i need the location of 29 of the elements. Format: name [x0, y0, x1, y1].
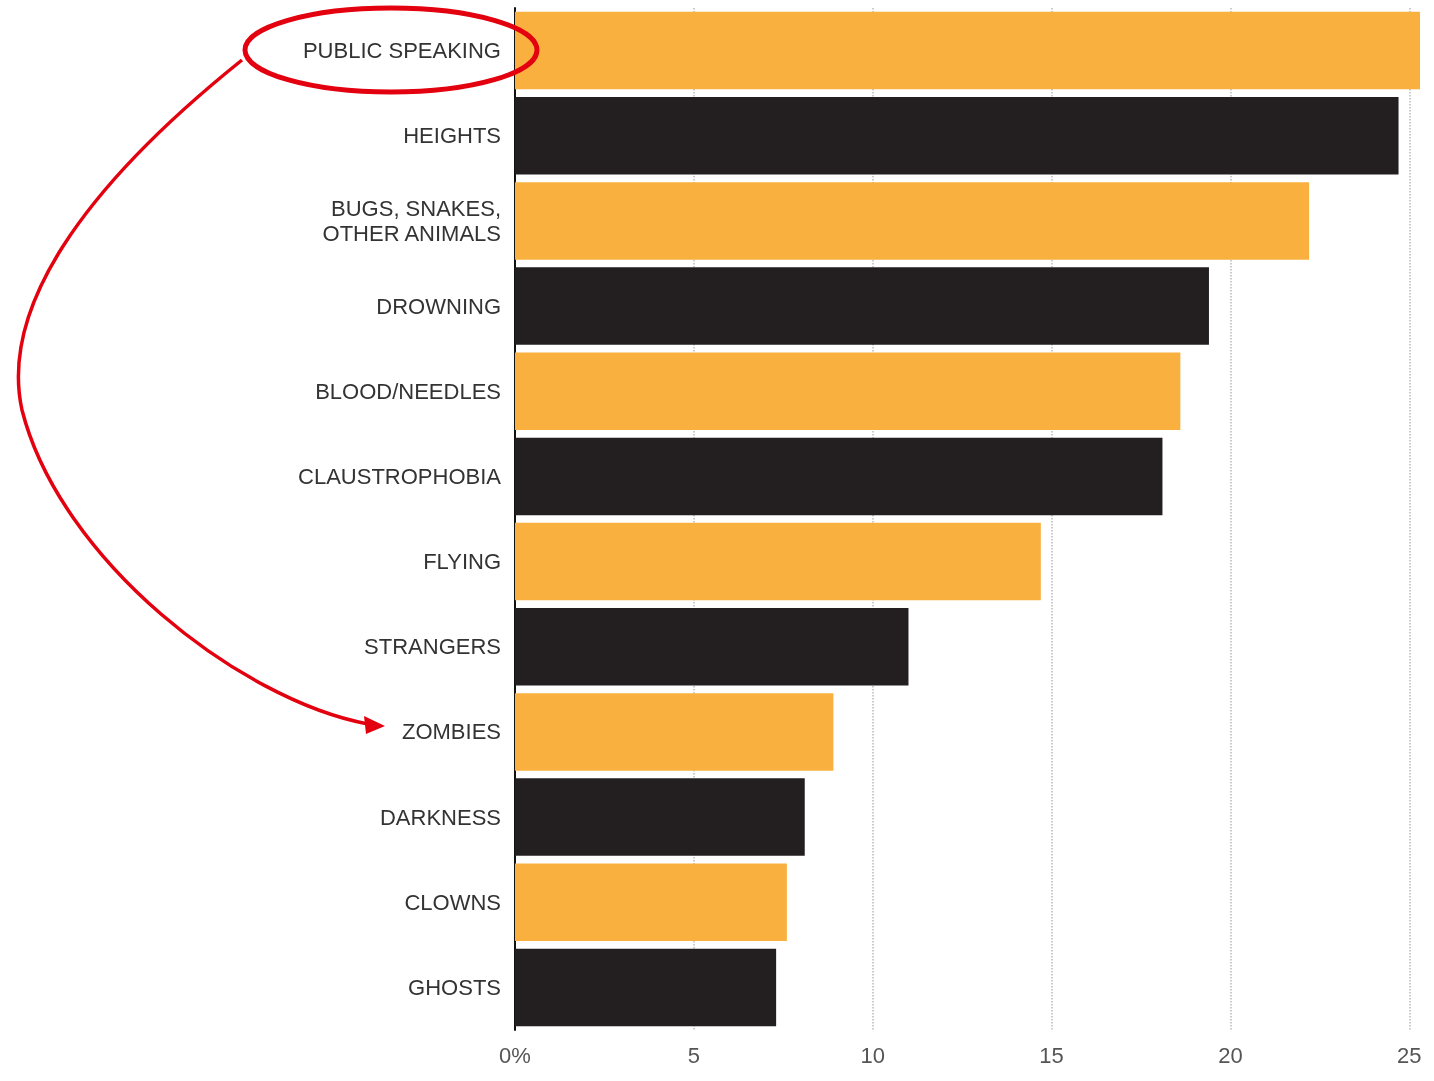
y-tick-label: BUGS, SNAKES, OTHER ANIMALS — [322, 195, 501, 246]
bar — [515, 97, 1399, 175]
bar — [515, 778, 805, 856]
x-tick-label: 0% — [499, 1042, 531, 1068]
x-tick-label: 25 — [1397, 1042, 1422, 1068]
y-tick-label: CLAUSTROPHOBIA — [298, 463, 502, 489]
y-tick-label: STRANGERS — [364, 634, 501, 660]
y-tick-label: DROWNING — [376, 293, 501, 319]
bar — [515, 948, 777, 1027]
x-tick-label: 5 — [687, 1042, 700, 1068]
y-tick-label: BLOOD/NEEDLES — [315, 378, 501, 404]
bar — [515, 352, 1181, 430]
x-tick-label: 10 — [860, 1042, 885, 1068]
y-tick-label: HEIGHTS — [403, 123, 501, 149]
x-tick-label: 20 — [1218, 1042, 1243, 1068]
bar — [515, 182, 1310, 260]
y-tick-label: FLYING — [423, 549, 501, 575]
bar — [515, 522, 1041, 601]
bar — [515, 267, 1209, 345]
y-tick-label: DARKNESS — [379, 804, 501, 830]
y-tick-label: PUBLIC SPEAKING — [302, 38, 501, 64]
y-tick-label: GHOSTS — [408, 974, 501, 1000]
x-tick-label: 15 — [1039, 1042, 1064, 1068]
bar — [515, 863, 787, 941]
bar — [515, 693, 834, 771]
bar — [515, 608, 909, 686]
bar — [515, 437, 1163, 516]
y-tick-label: ZOMBIES — [401, 719, 501, 745]
y-tick-label: CLOWNS — [404, 889, 501, 915]
